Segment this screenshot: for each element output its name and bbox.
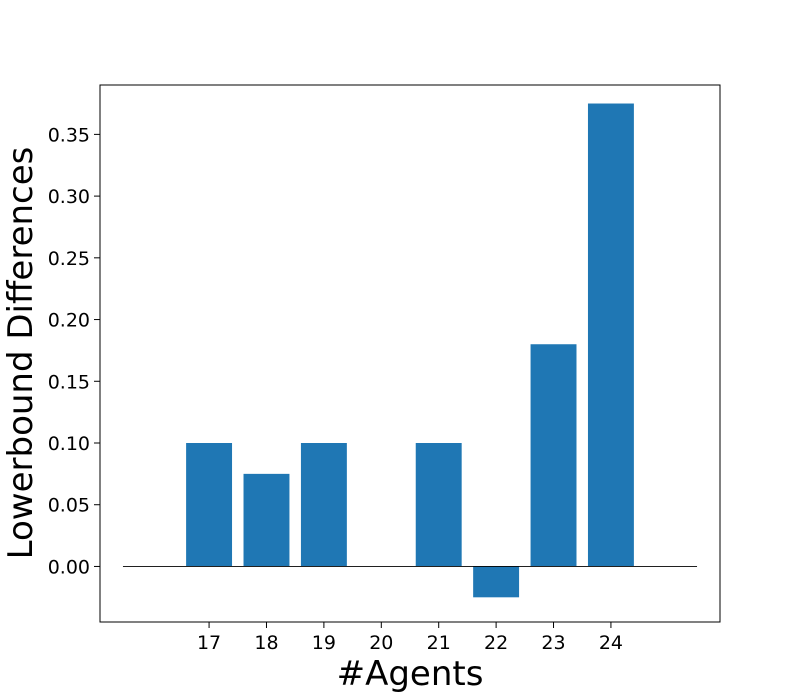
- x-tick-label: 18: [254, 632, 278, 654]
- y-tick-label: 0.05: [48, 495, 90, 517]
- bar-18: [243, 473, 290, 567]
- x-tick-label: 23: [541, 632, 565, 654]
- x-tick-label: 24: [599, 632, 623, 654]
- y-tick-label: 0.35: [48, 124, 90, 146]
- plot-frame: [99, 84, 721, 623]
- bar-17: [186, 443, 233, 567]
- x-tick-label: 21: [427, 632, 451, 654]
- bar-23: [530, 344, 577, 567]
- y-tick-label: 0.30: [48, 186, 90, 208]
- bar-24: [587, 103, 634, 567]
- bar-19: [300, 443, 347, 567]
- x-tick-label: 22: [484, 632, 508, 654]
- x-tick-label: 17: [197, 632, 221, 654]
- y-tick-label: 0.25: [48, 248, 90, 270]
- x-axis-title: #Agents: [337, 654, 484, 694]
- x-axis-ticks: 17 18 19 20 21 22 23 24: [197, 622, 623, 654]
- y-tick-label: 0.10: [48, 433, 90, 455]
- bar-21: [415, 443, 462, 567]
- y-axis-title: Lowerbound Differences: [1, 147, 41, 560]
- y-tick-label: 0.00: [48, 556, 90, 578]
- y-tick-label: 0.15: [48, 371, 90, 393]
- x-tick-label: 20: [369, 632, 393, 654]
- bar-22: [473, 566, 520, 598]
- y-tick-label: 0.20: [48, 310, 90, 332]
- x-tick-label: 19: [312, 632, 336, 654]
- bars-group: [186, 103, 634, 598]
- y-axis-ticks: 0.00 0.05 0.10 0.15 0.20 0.25 0.30 0.35: [48, 124, 100, 578]
